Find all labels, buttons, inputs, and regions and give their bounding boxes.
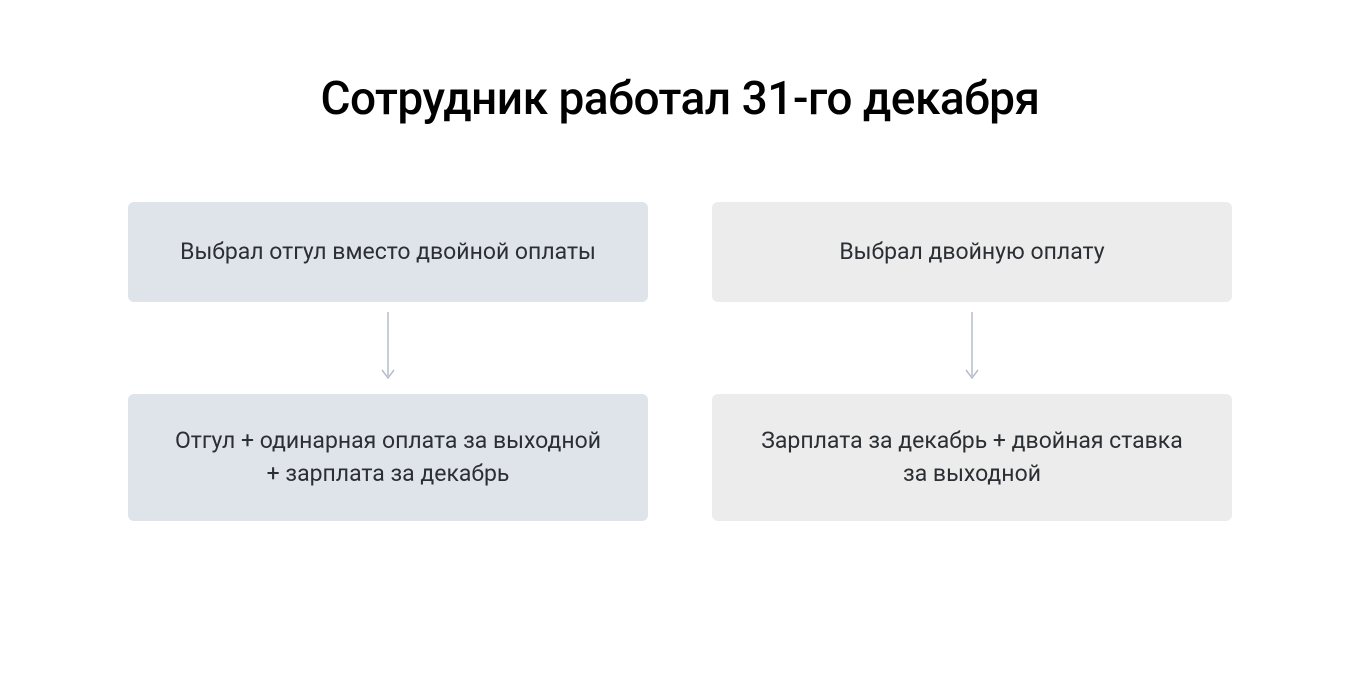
flow-node-bottom-right: Зарплата за декабрь + двойная ставка за … — [712, 394, 1232, 521]
flow-node-top-left: Выбрал отгул вместо двойной оплаты — [128, 202, 648, 302]
arrow-down-icon — [962, 302, 982, 394]
diagram-title: Сотрудник работал 31-го декабря — [320, 72, 1039, 126]
arrow-down-icon — [378, 302, 398, 394]
flow-node-bottom-left: Отгул + одинарная оплата за выходной + з… — [128, 394, 648, 521]
flow-column-right: Выбрал двойную оплату Зарплата за декабр… — [712, 202, 1232, 521]
flow-node-top-right: Выбрал двойную оплату — [712, 202, 1232, 302]
flowchart-columns: Выбрал отгул вместо двойной оплаты Отгул… — [128, 202, 1232, 521]
flow-column-left: Выбрал отгул вместо двойной оплаты Отгул… — [128, 202, 648, 521]
